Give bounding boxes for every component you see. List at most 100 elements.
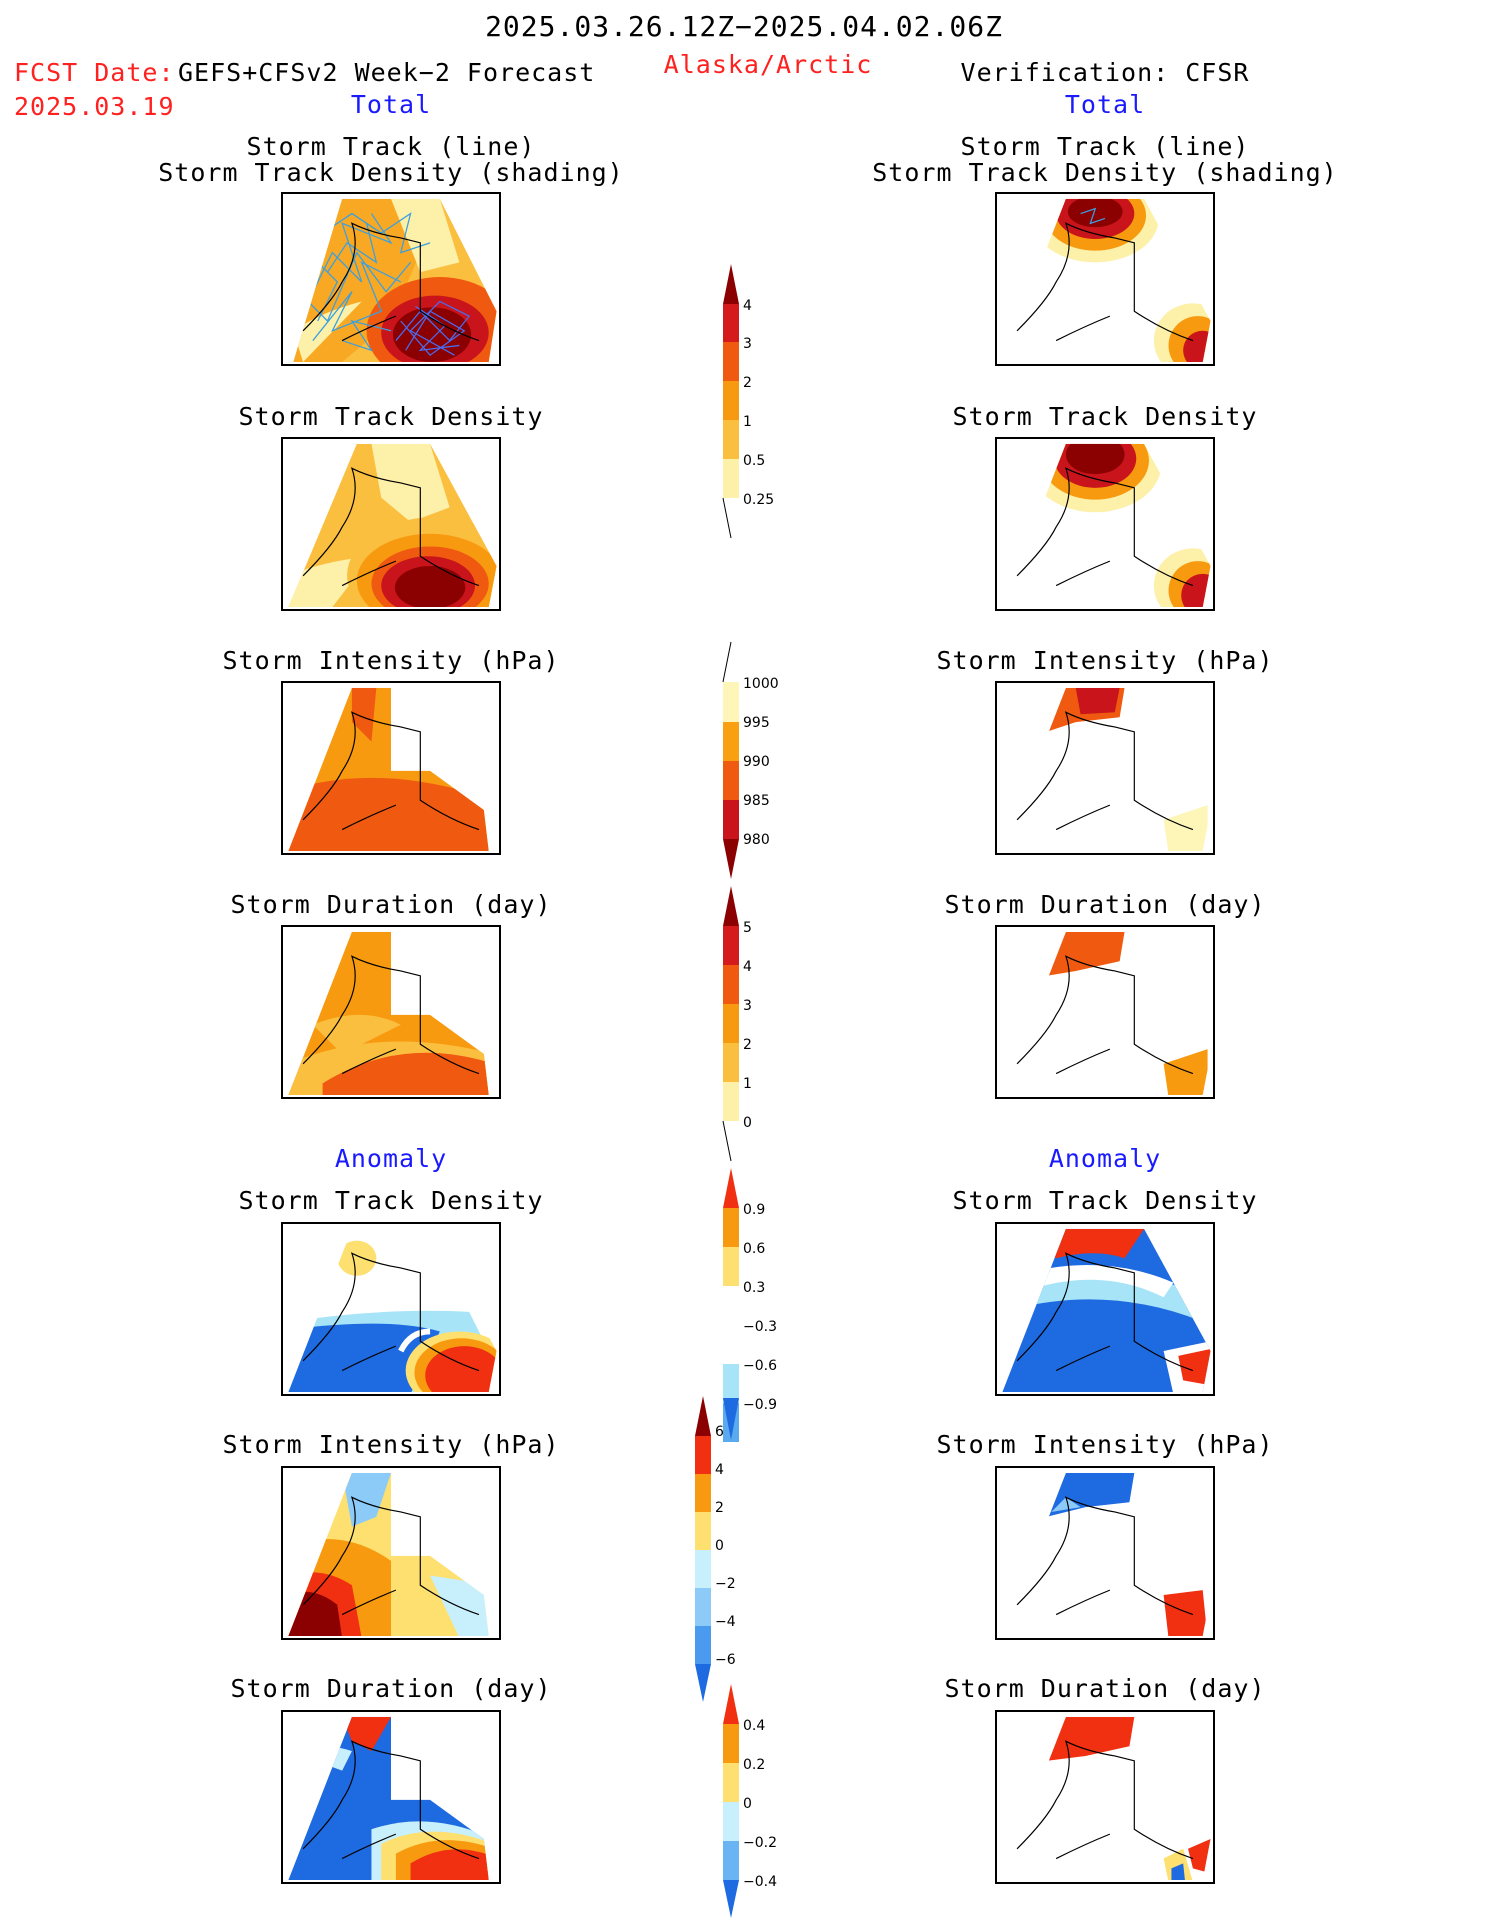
cb-density-total-5 xyxy=(723,459,739,498)
svg-text:−0.2: −0.2 xyxy=(743,1835,777,1851)
colorbar-density-total: 4 3 2 1 0.5 0.25 xyxy=(722,264,782,548)
svg-text:−0.4: −0.4 xyxy=(743,1874,777,1890)
title-duration-left: Storm Duration (day) xyxy=(230,890,552,919)
title-intensity-anom-left: Storm Intensity (hPa) xyxy=(222,1430,560,1459)
map-intensity-anomaly-forecast xyxy=(281,1466,501,1640)
cb-duration-total-3 xyxy=(723,1004,739,1043)
svg-text:0.4: 0.4 xyxy=(743,1718,765,1734)
svg-text:−4: −4 xyxy=(715,1614,736,1630)
map-density-anomaly-forecast xyxy=(281,1222,501,1396)
svg-text:1000: 1000 xyxy=(743,676,779,692)
map-track-forecast xyxy=(281,192,501,366)
total-label-left: Total xyxy=(350,90,432,119)
cb-density-anom-2 xyxy=(723,1247,739,1286)
map-intensity-anomaly-verification xyxy=(995,1466,1215,1640)
title-density-anom-left: Storm Track Density xyxy=(238,1186,544,1215)
title-duration-anom-right: Storm Duration (day) xyxy=(944,1674,1266,1703)
colorbar-density-anomaly: 0.9 0.6 0.3 −0.3 −0.6 −0.9 xyxy=(722,1168,782,1452)
cb-intensity-anom-2 xyxy=(695,1474,711,1512)
cb-duration-anom-3 xyxy=(723,1802,739,1841)
cb-intensity-anom-0 xyxy=(695,1396,711,1436)
cb-intensity-total-1 xyxy=(723,722,739,761)
title-intensity-left: Storm Intensity (hPa) xyxy=(222,646,560,675)
svg-text:−0.3: −0.3 xyxy=(743,1319,777,1335)
cb-density-anom-4 xyxy=(723,1364,739,1403)
svg-text:990: 990 xyxy=(743,754,770,770)
svg-text:−0.6: −0.6 xyxy=(743,1358,777,1374)
cb-duration-total-4 xyxy=(723,1043,739,1082)
cb-density-anom-0 xyxy=(723,1168,739,1208)
map-density-forecast xyxy=(281,437,501,611)
svg-text:0: 0 xyxy=(715,1538,724,1554)
cb-density-total-2 xyxy=(723,342,739,381)
svg-text:2: 2 xyxy=(715,1500,724,1516)
map-density-anomaly-verification xyxy=(995,1222,1215,1396)
colorbar-duration-anomaly: 0.4 0.2 0 −0.2 −0.4 xyxy=(722,1684,782,1928)
svg-text:3: 3 xyxy=(743,336,752,352)
title-density-anom-right: Storm Track Density xyxy=(952,1186,1258,1215)
verification-label: Verification: CFSR xyxy=(960,58,1250,87)
map-duration-anomaly-verification xyxy=(995,1710,1215,1884)
anomaly-label-right: Anomaly xyxy=(1048,1144,1162,1173)
fcst-date: 2025.03.19 xyxy=(14,92,175,121)
svg-text:3: 3 xyxy=(743,998,752,1014)
cb-intensity-total-0 xyxy=(723,682,739,722)
title-track-line-left: Storm Track (line) xyxy=(246,132,536,161)
svg-text:5: 5 xyxy=(743,920,752,936)
title-intensity-anom-right: Storm Intensity (hPa) xyxy=(936,1430,1274,1459)
cb-intensity-anom-6 xyxy=(695,1626,711,1664)
colorbar-intensity-total: 1000 995 990 985 980 xyxy=(722,641,782,886)
svg-text:4: 4 xyxy=(743,959,752,975)
map-duration-anomaly-forecast xyxy=(281,1710,501,1884)
region-label: Alaska/Arctic xyxy=(663,50,873,79)
cb-density-total-3 xyxy=(723,381,739,420)
map-duration-verification xyxy=(995,925,1215,1099)
svg-text:0: 0 xyxy=(743,1115,752,1131)
map-duration-forecast xyxy=(281,925,501,1099)
svg-text:995: 995 xyxy=(743,715,770,731)
svg-text:980: 980 xyxy=(743,832,770,848)
cb-duration-total-2 xyxy=(723,965,739,1004)
svg-text:−6: −6 xyxy=(715,1652,736,1668)
cb-duration-total-1 xyxy=(723,926,739,965)
cb-duration-total-5 xyxy=(723,1082,739,1121)
cb-intensity-anom-4 xyxy=(695,1550,711,1588)
cb-density-total-4 xyxy=(723,420,739,459)
svg-text:−0.9: −0.9 xyxy=(743,1397,777,1413)
title-duration-anom-left: Storm Duration (day) xyxy=(230,1674,552,1703)
cb-duration-total-0 xyxy=(723,886,739,926)
cb-density-anom-3 xyxy=(723,1286,739,1364)
svg-text:0.6: 0.6 xyxy=(743,1241,765,1257)
svg-text:2: 2 xyxy=(743,1037,752,1053)
svg-text:1: 1 xyxy=(743,414,752,430)
title-track-line-right: Storm Track (line) xyxy=(960,132,1250,161)
cb-intensity-anom-1 xyxy=(695,1436,711,1474)
cb-duration-anom-1 xyxy=(723,1724,739,1763)
title-duration-right: Storm Duration (day) xyxy=(944,890,1266,919)
svg-text:0.25: 0.25 xyxy=(743,492,774,508)
svg-text:0.5: 0.5 xyxy=(743,453,765,469)
svg-text:−2: −2 xyxy=(715,1576,736,1592)
svg-text:0.3: 0.3 xyxy=(743,1280,765,1296)
map-density-verification xyxy=(995,437,1215,611)
colorbar-duration-total: 5 4 3 2 1 0 xyxy=(722,886,782,1170)
cb-duration-anom-2 xyxy=(723,1763,739,1802)
total-label-right: Total xyxy=(1064,90,1146,119)
svg-text:4: 4 xyxy=(715,1462,724,1478)
title-track-shading-right: Storm Track Density (shading) xyxy=(872,158,1338,187)
svg-text:0.9: 0.9 xyxy=(743,1202,765,1218)
cb-intensity-anom-7 xyxy=(695,1664,711,1702)
svg-text:1: 1 xyxy=(743,1076,752,1092)
svg-text:4: 4 xyxy=(743,298,752,314)
title-track-shading-left: Storm Track Density (shading) xyxy=(158,158,624,187)
fcst-date-label: FCST Date: xyxy=(14,58,175,87)
title-density-right: Storm Track Density xyxy=(952,402,1258,431)
svg-text:0: 0 xyxy=(743,1796,752,1812)
cb-intensity-total-3 xyxy=(723,800,739,839)
cb-density-total-1 xyxy=(723,304,739,342)
cb-duration-anom-4 xyxy=(723,1841,739,1880)
svg-text:0.2: 0.2 xyxy=(743,1757,765,1773)
svg-text:985: 985 xyxy=(743,793,770,809)
title-intensity-right: Storm Intensity (hPa) xyxy=(936,646,1274,675)
cb-density-anom-1 xyxy=(723,1208,739,1247)
